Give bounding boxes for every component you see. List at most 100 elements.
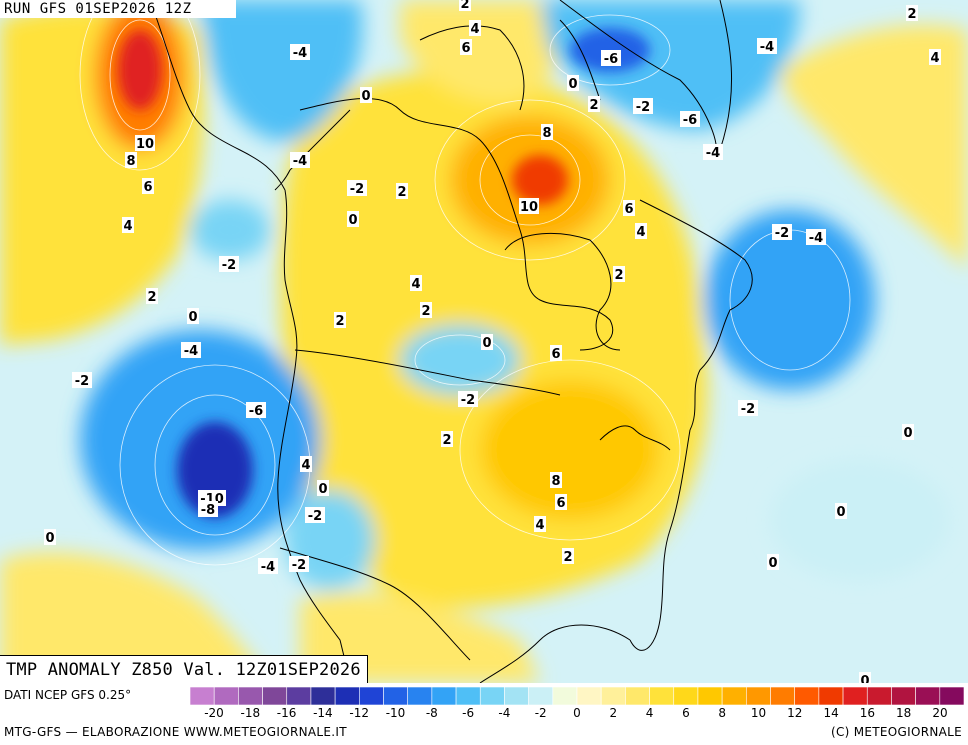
contour-label: -2: [350, 182, 364, 197]
contour-label-group: 2: [441, 431, 453, 448]
color-scale-tick: 4: [645, 706, 654, 720]
warm-core-great-lakes: [480, 380, 660, 520]
contour-label: 2: [589, 98, 598, 113]
contour-label-group: 8: [550, 472, 562, 489]
contour-label: 4: [411, 277, 420, 292]
color-swatch: [891, 687, 916, 705]
contour-label: 2: [147, 290, 156, 305]
contour-label-group: -2: [219, 256, 239, 273]
contour-label: -2: [741, 402, 755, 417]
contour-label: -2: [292, 558, 306, 573]
contour-label: 6: [624, 202, 633, 217]
color-swatch: [504, 687, 529, 705]
contour-label-group: -2: [72, 372, 92, 389]
footer-copyright: (C) METEOGIORNALE: [830, 725, 962, 739]
contour-label-group: -4: [181, 342, 201, 359]
contour-label-group: 2: [613, 266, 625, 283]
color-swatch: [770, 687, 795, 705]
coastline-hudson-bay: [504, 232, 621, 351]
color-swatch: [262, 687, 288, 705]
cold-core-pacific: [177, 422, 253, 518]
contour-label: 0: [348, 213, 357, 228]
contour-label-group: -2: [633, 98, 653, 115]
color-scale-tick: -20: [204, 706, 224, 720]
color-legend: DATI NCEP GFS 0.25° -20 -18 -16 -14 -12 -10 -8…: [0, 683, 968, 745]
color-swatch: [625, 687, 650, 705]
contour-label-group: 0: [902, 424, 914, 441]
coastline-gulf: [479, 624, 631, 683]
contour-label-group: -4: [290, 152, 310, 169]
color-scale-tick: -4: [498, 706, 511, 720]
data-source-label: DATI NCEP GFS 0.25°: [4, 688, 132, 702]
border-alaska-canada: [274, 109, 351, 191]
contour-label-group: -4: [757, 38, 777, 55]
color-scale-tick: -2: [534, 706, 547, 720]
color-swatch: [286, 687, 312, 705]
contour-label-group: 0: [187, 308, 199, 325]
contour-label: -4: [293, 46, 307, 61]
field-title: TMP ANOMALY Z850 Val. 12Z01SEP2026: [0, 655, 368, 684]
contour-label: -2: [308, 509, 322, 524]
contour-label: -2: [75, 374, 89, 389]
warm-region-north-atlantic: [780, 24, 968, 271]
contour-label-group: -4: [258, 558, 278, 575]
color-scale-tick: -6: [462, 706, 475, 720]
color-swatch: [721, 687, 747, 705]
contour-label: 4: [535, 518, 544, 533]
contour-label-group: 4: [122, 217, 134, 234]
color-scale-bar: [190, 687, 964, 705]
contour-label-group: 8: [125, 152, 137, 169]
cold-region-canada-east: [705, 210, 875, 390]
color-swatch: [479, 687, 505, 705]
contour-label-group: -2: [458, 391, 478, 408]
contour-label: -4: [706, 146, 720, 161]
contour-label: -4: [184, 344, 198, 359]
contour-label-group: 10: [519, 198, 539, 215]
contour-label: 4: [123, 219, 132, 234]
contour-label: 2: [614, 268, 623, 283]
contour-label-group: 0: [859, 672, 871, 683]
footer-credit: MTG-GFS — ELABORAZIONE WWW.METEOGIORNALE…: [4, 725, 347, 739]
color-swatch: [334, 687, 360, 705]
coastline-alaska: [149, 0, 286, 191]
contour-label: 2: [563, 550, 572, 565]
warm-region-arctic: [400, 0, 564, 102]
contour-label-group: -6: [680, 111, 700, 128]
contour-label: 2: [907, 7, 916, 22]
contour-label-group: 4: [635, 223, 647, 240]
contour-label-group: 4: [469, 20, 481, 37]
color-scale-tick: 0: [573, 706, 581, 720]
contour-label: -6: [604, 52, 618, 67]
color-scale-tick: -18: [240, 706, 261, 720]
color-swatch: [818, 687, 844, 705]
color-scale-tick: 18: [896, 706, 912, 720]
contour-label: -4: [809, 231, 823, 246]
color-swatch: [576, 687, 602, 705]
border-us-mexico: [279, 547, 471, 661]
contour-label-group: 6: [555, 494, 567, 511]
contour-label: -6: [683, 113, 697, 128]
color-swatch: [600, 687, 626, 705]
color-swatch: [649, 687, 675, 705]
contour-label-group: -4: [290, 44, 310, 61]
contour-label-group: 0: [835, 503, 847, 520]
coastlines-and-borders: [149, 0, 753, 683]
color-swatch: [528, 687, 554, 705]
contour-label-group: 0: [481, 334, 493, 351]
contour-label-group: 4: [929, 49, 941, 66]
color-scale-ticks: -20 -18 -16 -14 -12 -10 -8 -6 -4 -2 0 2 4 6 8 10 12 14 16 1…: [190, 706, 964, 722]
color-scale-tick: 14: [823, 706, 839, 720]
color-scale-tick: -8: [425, 706, 438, 720]
contour-label-group: 10: [135, 135, 155, 152]
contour-label: -2: [222, 258, 236, 273]
color-swatch: [939, 687, 964, 705]
contour-label-group: 6: [142, 178, 154, 195]
contour-label: 8: [126, 154, 135, 169]
contour-label-group: 2: [420, 302, 432, 319]
contour-label-group: 2: [562, 548, 574, 565]
color-swatch: [746, 687, 771, 705]
color-scale-tick: -10: [385, 706, 406, 720]
contour-label-group: 2: [459, 0, 471, 12]
